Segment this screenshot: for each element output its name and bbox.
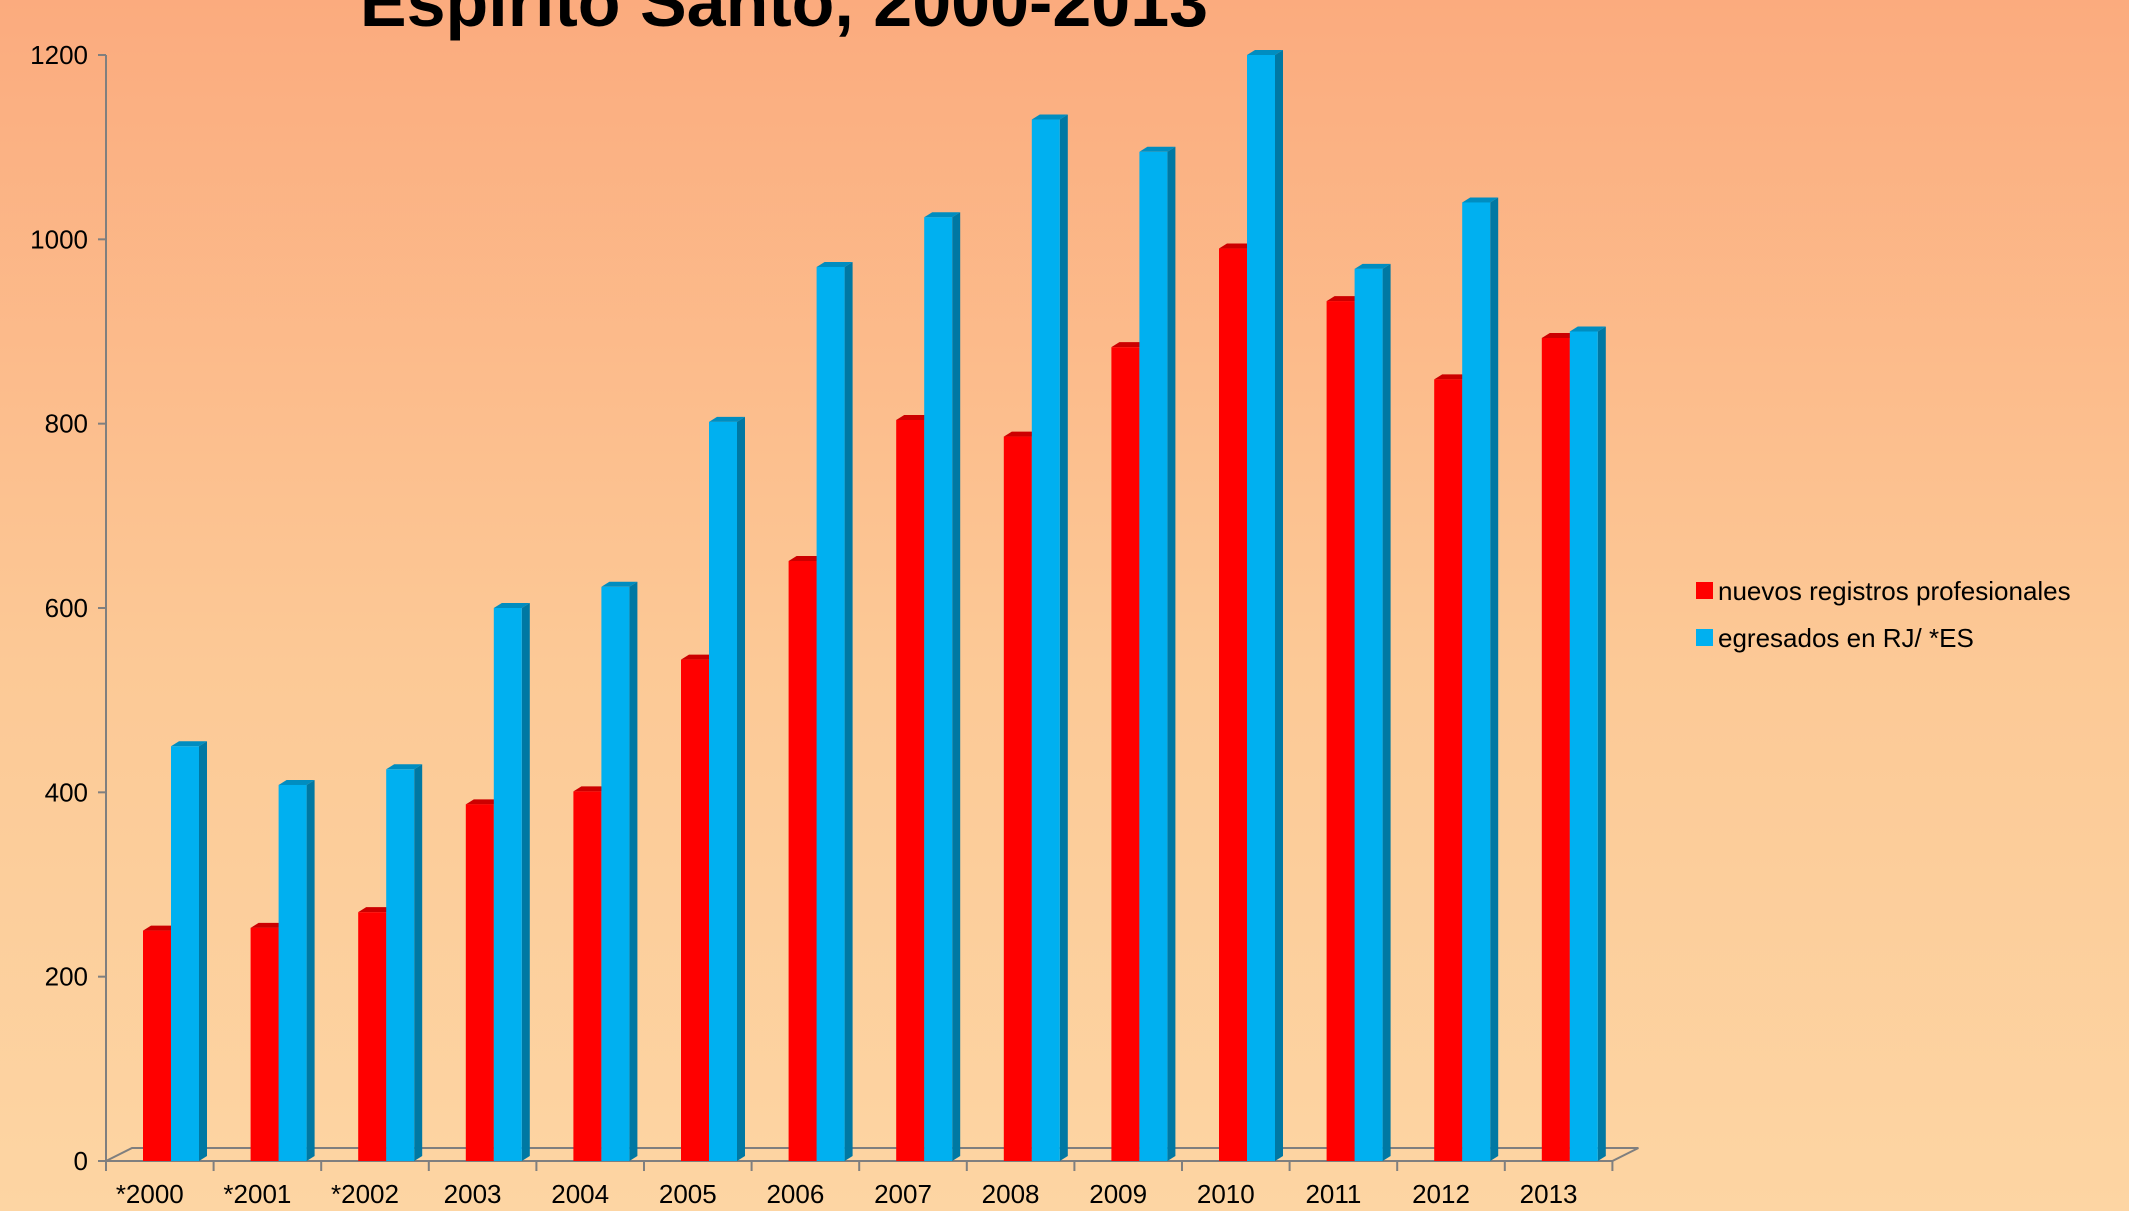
y-tick-label: 200 (45, 962, 88, 992)
x-tick-label: *2000 (116, 1179, 184, 1209)
chart-legend: nuevos registros profesionales egresados… (1696, 576, 2071, 653)
bar-egresados-2012 (1462, 197, 1499, 1161)
x-tick-label: 2013 (1520, 1179, 1578, 1209)
y-tick-label: 600 (45, 593, 88, 623)
bar-egresados-star-2001 (278, 779, 315, 1161)
x-tick-label: *2001 (223, 1179, 291, 1209)
x-tick-label: 2007 (874, 1179, 932, 1209)
bar-egresados-2013 (1569, 326, 1606, 1161)
x-tick-label: 2004 (551, 1179, 609, 1209)
y-tick-label: 1200 (30, 40, 88, 70)
bar-egresados-2006 (816, 261, 853, 1161)
bar-egresados-2008 (1031, 114, 1068, 1161)
x-tick-label: *2002 (331, 1179, 399, 1209)
x-tick-label: 2006 (766, 1179, 824, 1209)
x-tick-label: 2010 (1197, 1179, 1255, 1209)
chart-title: Espirito Santo, 2000-2013 (359, 0, 1209, 41)
bar-egresados-2010 (1247, 50, 1283, 1161)
x-tick-label: 2008 (982, 1179, 1040, 1209)
bar-egresados-2005 (709, 416, 745, 1161)
x-tick-label: 2011 (1305, 1179, 1361, 1209)
x-tick-label: 2005 (659, 1179, 717, 1209)
bar-egresados-star-2000 (171, 741, 207, 1161)
legend-label-series-0: nuevos registros profesionales (1718, 576, 2071, 606)
y-tick-label: 0 (74, 1146, 88, 1176)
y-tick-label: 1000 (30, 224, 88, 254)
legend-swatch-series-0 (1696, 582, 1713, 599)
chart-tick-labels: 0 200 400 600 800 1000 1200 *2000 *2001 *2002 2003… (30, 40, 1577, 1209)
chart-axes (98, 54, 1639, 1171)
bar-egresados-2011 (1354, 263, 1391, 1161)
chart-floor (105, 1147, 1639, 1162)
x-tick-label: 2009 (1089, 1179, 1147, 1209)
x-tick-label: 2003 (444, 1179, 502, 1209)
bar-egresados-2004 (601, 581, 638, 1161)
y-tick-label: 400 (45, 777, 88, 807)
bar-egresados-2003 (493, 603, 530, 1161)
legend-label-series-1: egresados en RJ/ *ES (1718, 623, 1974, 653)
x-tick-label: 2012 (1412, 1179, 1470, 1209)
legend-swatch-series-1 (1696, 629, 1713, 646)
bar-egresados-2009 (1139, 146, 1176, 1161)
chart-bars (143, 50, 1606, 1162)
y-tick-label: 800 (45, 409, 88, 439)
bar-egresados-star-2002 (386, 764, 423, 1161)
bar-egresados-2007 (924, 212, 961, 1162)
